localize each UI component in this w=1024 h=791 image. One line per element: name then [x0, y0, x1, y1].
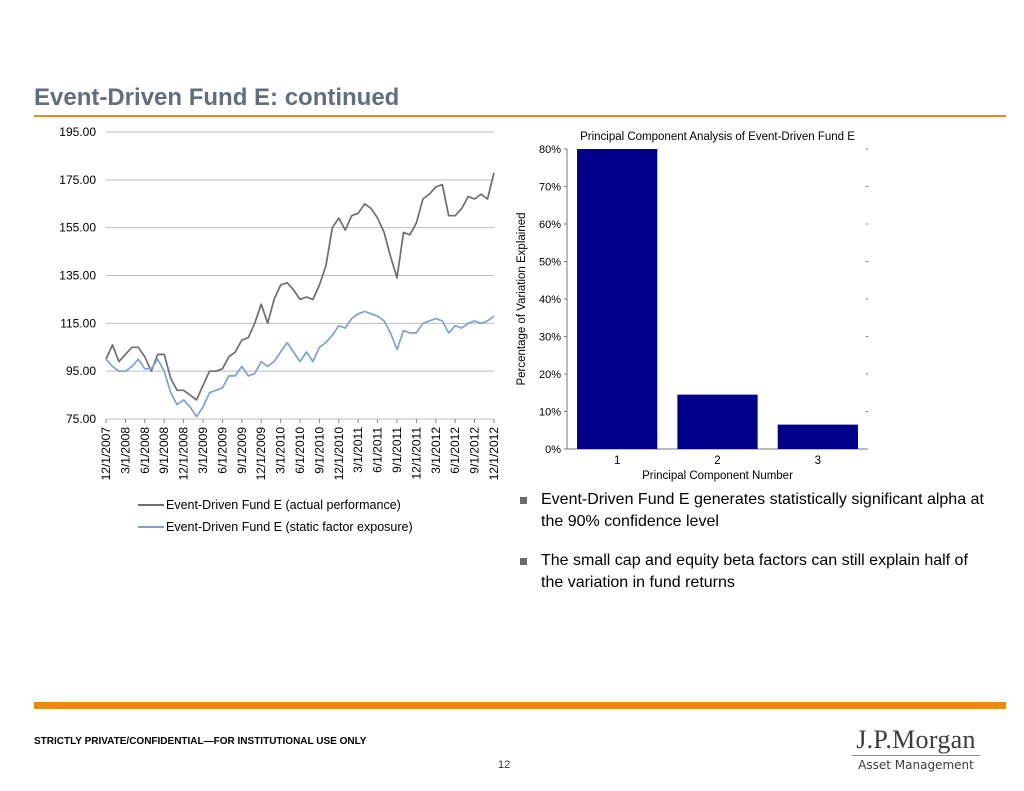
x-tick-label: 9/1/2008 [157, 427, 171, 474]
x-tick-label: 3 [815, 455, 821, 467]
bullet-list: Event-Driven Fund E generates statistica… [516, 489, 986, 611]
logo-subtitle: Asset Management [858, 758, 974, 772]
x-tick-label: 9/1/2009 [235, 427, 249, 474]
bullet-text: The small cap and equity beta factors ca… [541, 552, 968, 591]
x-tick-label: 12/1/2012 [487, 427, 501, 481]
bullet-square-icon [520, 558, 527, 565]
x-tick-label: 2 [714, 455, 720, 467]
x-tick-label: 3/1/2012 [429, 427, 443, 474]
y-tick-label: 175.00 [59, 173, 96, 187]
bullet-square-icon [520, 497, 527, 504]
y-tick-label: 30% [539, 332, 561, 344]
bullet-item: The small cap and equity beta factors ca… [516, 550, 986, 594]
x-tick-label: 12/1/2011 [409, 427, 423, 480]
page-title: Event-Driven Fund E: continued [34, 84, 400, 111]
x-tick-label: 6/1/2009 [215, 427, 229, 474]
y-tick-label: 80% [539, 144, 561, 156]
y-tick-label: 20% [539, 369, 561, 381]
legend-swatch-static [138, 526, 164, 528]
x-tick-label: 12/1/2010 [332, 427, 346, 481]
pca-bar-chart: Principal Component Analysis of Event-Dr… [516, 131, 868, 482]
y-tick-label: 75.00 [66, 412, 96, 426]
y-tick-label: 135.00 [59, 269, 96, 283]
page-number: 12 [498, 759, 511, 771]
x-tick-label: 9/1/2012 [468, 427, 482, 474]
pca-bar-3 [777, 424, 858, 449]
logo-divider [852, 755, 980, 756]
y-axis-title: Percentage of Variation Explained [516, 212, 528, 385]
pca-bar-1 [577, 149, 658, 449]
legend-label-actual: Event-Driven Fund E (actual performance) [166, 498, 401, 512]
x-tick-label: 3/1/2011 [351, 427, 365, 473]
x-tick-label: 12/1/2009 [254, 427, 268, 481]
logo-wordmark: J.P.Morgan [856, 725, 976, 754]
y-tick-label: 155.00 [59, 221, 96, 235]
x-tick-label: 3/1/2010 [274, 427, 288, 474]
y-tick-label: 0% [545, 444, 561, 456]
y-tick-label: 70% [539, 182, 561, 194]
y-tick-label: 195.00 [59, 125, 96, 139]
x-tick-label: 12/1/2007 [99, 427, 113, 481]
fund-performance-line-chart: 75.00 95.00 115.00 135.00 155.00 175.00 195.00… [59, 125, 501, 481]
x-tick-label: 3/1/2008 [118, 427, 132, 474]
x-tick-label: 1 [614, 455, 620, 467]
x-tick-label: 3/1/2009 [196, 427, 210, 474]
x-tick-label: 9/1/2011 [390, 427, 404, 473]
title-divider [34, 115, 1006, 117]
x-axis-title: Principal Component Number [642, 470, 793, 482]
legend-label-static: Event-Driven Fund E (static factor expos… [166, 520, 413, 534]
footer-divider [34, 702, 1006, 709]
pca-bar-2 [677, 394, 758, 449]
legend-item-static: Event-Driven Fund E (static factor expos… [138, 516, 413, 538]
y-tick-label: 50% [539, 257, 561, 269]
y-tick-label: 60% [539, 219, 561, 231]
x-tick-label: 9/1/2010 [312, 427, 326, 474]
bullet-item: Event-Driven Fund E generates statistica… [516, 489, 986, 533]
y-tick-label: 115.00 [60, 316, 96, 330]
y-tick-label: 10% [539, 407, 561, 419]
x-tick-label: 12/1/2008 [177, 427, 191, 481]
legend-swatch-actual [138, 504, 164, 506]
series-line-actual-performance [105, 172, 495, 401]
x-tick-label: 6/1/2012 [448, 427, 462, 474]
bar-chart-title: Principal Component Analysis of Event-Dr… [580, 131, 855, 143]
legend-item-actual: Event-Driven Fund E (actual performance) [138, 494, 413, 516]
jpmorgan-logo: J.P.Morgan Asset Management [846, 726, 986, 772]
bullet-text: Event-Driven Fund E generates statistica… [541, 491, 984, 530]
x-tick-label: 6/1/2010 [293, 427, 307, 474]
y-tick-label: 40% [539, 294, 561, 306]
confidentiality-notice: STRICTLY PRIVATE/CONFIDENTIAL—FOR INSTIT… [34, 736, 367, 747]
line-chart-legend: Event-Driven Fund E (actual performance)… [138, 494, 413, 538]
x-tick-label: 6/1/2008 [138, 427, 152, 474]
y-tick-label: 95.00 [66, 364, 96, 378]
series-line-static-factor-exposure [105, 310, 495, 418]
x-tick-label: 6/1/2011 [371, 427, 385, 473]
